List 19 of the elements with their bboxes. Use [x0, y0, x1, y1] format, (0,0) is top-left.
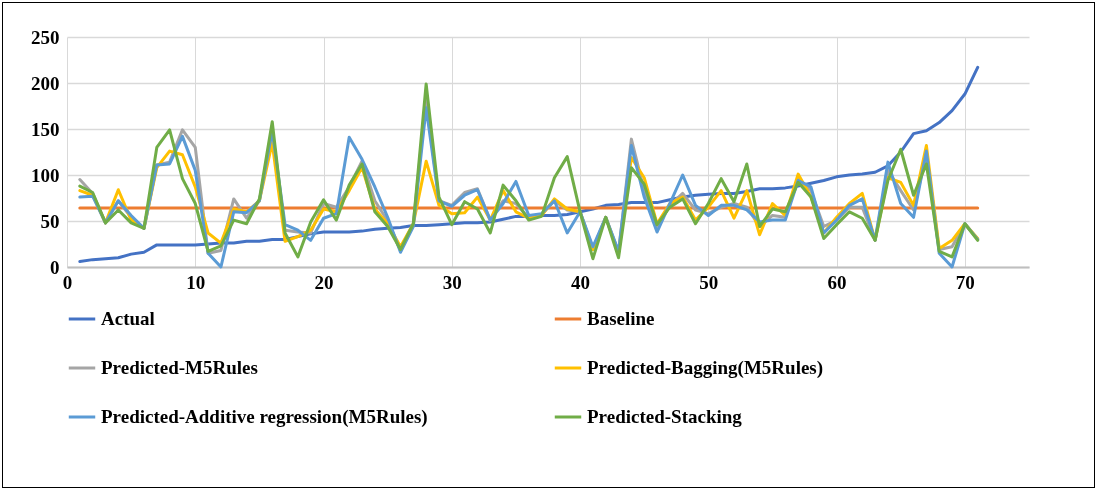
legend-label: Actual	[101, 308, 155, 329]
legend-label: Predicted-Bagging(M5Rules)	[587, 357, 824, 379]
legend-label: Predicted-Stacking	[587, 406, 743, 427]
y-tick-label: 200	[31, 72, 60, 94]
legend-label: Baseline	[587, 308, 655, 329]
x-tick-label: 20	[314, 271, 334, 293]
legend-label: Predicted-M5Rules	[101, 357, 258, 378]
y-tick-label: 250	[31, 26, 60, 48]
x-tick-label: 40	[571, 271, 591, 293]
legend-label: Predicted-Additive regression(M5Rules)	[101, 406, 428, 428]
y-tick-label: 50	[40, 210, 60, 232]
y-tick-label: 100	[31, 164, 60, 186]
x-tick-label: 50	[699, 271, 719, 293]
y-tick-label: 0	[50, 256, 60, 278]
y-tick-label: 150	[31, 118, 60, 140]
x-tick-label: 10	[186, 271, 206, 293]
x-tick-label: 60	[827, 271, 847, 293]
x-tick-label: 30	[442, 271, 462, 293]
x-tick-label: 70	[955, 271, 975, 293]
